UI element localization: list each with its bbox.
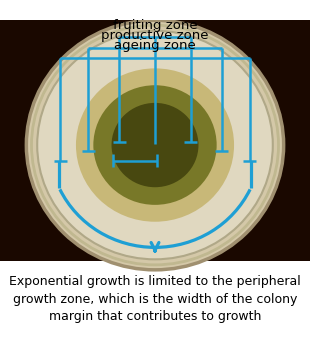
Text: ageing zone: ageing zone <box>114 39 196 52</box>
Ellipse shape <box>93 85 217 205</box>
Text: Exponential growth is limited to the peripheral
growth zone, which is the width : Exponential growth is limited to the per… <box>9 275 301 323</box>
Ellipse shape <box>26 20 284 270</box>
Ellipse shape <box>37 31 273 259</box>
Ellipse shape <box>76 68 234 222</box>
Text: fruiting zone: fruiting zone <box>113 19 197 32</box>
Text: productive zone: productive zone <box>101 29 209 42</box>
Bar <box>0 20 310 261</box>
Ellipse shape <box>112 103 198 187</box>
